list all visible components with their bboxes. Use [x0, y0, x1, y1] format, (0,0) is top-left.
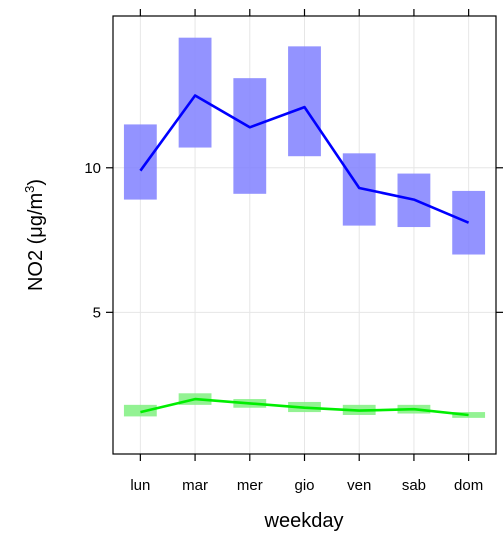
x-tick-label-dom: dom — [454, 477, 483, 494]
series-0-band-lun — [123, 124, 157, 200]
y-axis-title: NO2 (μg/m3) — [22, 179, 47, 291]
y-tick-label-5: 5 — [93, 304, 101, 321]
x-tick-label-gio: gio — [294, 477, 314, 494]
series-0-band-dom — [452, 190, 486, 255]
x-axis-title: weekday — [264, 510, 344, 532]
line-layer — [139, 94, 470, 417]
tick-layer — [106, 9, 503, 461]
x-tick-label-mar: mar — [182, 477, 208, 494]
x-tick-label-lun: lun — [130, 477, 150, 494]
series-0-line — [139, 94, 470, 224]
series-0-band-mer — [233, 78, 267, 194]
label-layer: lun mar mer gio ven sab dom 5 10 — [84, 160, 483, 494]
x-tick-label-ven: ven — [347, 477, 371, 494]
series-1-band-dom — [452, 412, 486, 418]
y-axis-title-sup: 3 — [22, 186, 37, 193]
series-1-band-lun — [123, 404, 157, 417]
series-0-band-gio — [288, 46, 321, 157]
x-tick-label-sab: sab — [402, 477, 426, 494]
series-1-line — [140, 397, 469, 417]
y-axis-title-main: NO2 (μg/m — [25, 193, 47, 291]
y-tick-label-10: 10 — [84, 160, 101, 177]
y-axis-title-tail: ) — [25, 179, 47, 186]
x-tick-label-mer: mer — [237, 477, 263, 494]
series-0-band-mar — [178, 37, 212, 148]
